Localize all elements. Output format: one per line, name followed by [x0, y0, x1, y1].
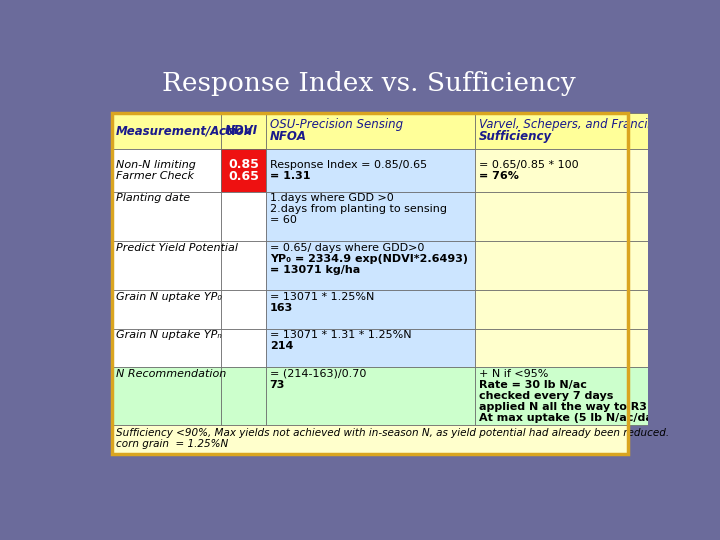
- Bar: [266, 329, 475, 368]
- Text: N Recommendation: N Recommendation: [116, 369, 227, 379]
- Text: NDVI: NDVI: [225, 124, 258, 137]
- Bar: [266, 192, 475, 241]
- Bar: [266, 368, 475, 426]
- Text: 214: 214: [270, 341, 293, 352]
- Bar: [475, 241, 670, 291]
- Text: = 13071 kg/ha: = 13071 kg/ha: [270, 265, 360, 275]
- Text: = (214-163)/0.70: = (214-163)/0.70: [270, 369, 366, 379]
- Text: Predict Yield Potential: Predict Yield Potential: [116, 242, 238, 253]
- Bar: [112, 149, 221, 192]
- Text: 1.days where GDD >0: 1.days where GDD >0: [270, 193, 393, 203]
- Bar: [112, 113, 221, 149]
- Bar: [112, 368, 221, 426]
- Text: = 0.65/0.85 * 100: = 0.65/0.85 * 100: [479, 160, 579, 170]
- Bar: [475, 113, 670, 149]
- Bar: [475, 329, 670, 368]
- Text: 2.days from planting to sensing: 2.days from planting to sensing: [270, 204, 446, 214]
- Bar: [475, 291, 670, 329]
- Bar: [112, 426, 629, 454]
- Text: = 13071 * 1.31 * 1.25%N: = 13071 * 1.31 * 1.25%N: [270, 330, 411, 340]
- Text: NFOA: NFOA: [270, 130, 307, 143]
- Bar: [266, 149, 475, 192]
- Text: 0.65: 0.65: [228, 170, 259, 183]
- Text: Farmer Check: Farmer Check: [116, 171, 194, 181]
- Text: Measurement/Action: Measurement/Action: [116, 124, 253, 137]
- Text: Sufficiency: Sufficiency: [479, 130, 552, 143]
- Bar: [266, 291, 475, 329]
- Bar: [221, 329, 266, 368]
- Bar: [475, 368, 670, 426]
- Bar: [112, 291, 221, 329]
- Text: Response Index vs. Sufficiency: Response Index vs. Sufficiency: [162, 71, 576, 96]
- Text: Response Index = 0.85/0.65: Response Index = 0.85/0.65: [270, 160, 427, 170]
- Text: YP₀ = 2334.9 exp(NDVI*2.6493): YP₀ = 2334.9 exp(NDVI*2.6493): [270, 254, 468, 264]
- Text: Grain N uptake YP₀: Grain N uptake YP₀: [116, 292, 222, 302]
- Bar: [475, 192, 670, 241]
- Bar: [221, 291, 266, 329]
- Bar: [221, 192, 266, 241]
- Bar: [112, 192, 221, 241]
- Text: Planting date: Planting date: [116, 193, 190, 203]
- Text: Sufficiency <90%, Max yields not achieved with in-season N, as yield potential h: Sufficiency <90%, Max yields not achieve…: [116, 428, 670, 449]
- Bar: [112, 113, 629, 454]
- Text: checked every 7 days: checked every 7 days: [479, 391, 613, 401]
- Text: 0.85: 0.85: [228, 158, 259, 171]
- Text: applied N all the way to R3: applied N all the way to R3: [479, 402, 647, 412]
- Bar: [266, 241, 475, 291]
- Text: 163: 163: [270, 303, 293, 313]
- Text: 73: 73: [270, 380, 285, 390]
- Bar: [112, 241, 221, 291]
- Bar: [221, 113, 266, 149]
- Text: = 13071 * 1.25%N: = 13071 * 1.25%N: [270, 292, 374, 302]
- Text: At max uptake (5 lb N/ac/day): At max uptake (5 lb N/ac/day): [479, 413, 665, 423]
- Bar: [112, 329, 221, 368]
- Bar: [475, 149, 670, 192]
- Text: Non-N limiting: Non-N limiting: [116, 160, 196, 170]
- Text: = 60: = 60: [270, 215, 297, 226]
- Text: OSU-Precision Sensing: OSU-Precision Sensing: [270, 118, 402, 131]
- Text: + N if <95%: + N if <95%: [479, 369, 549, 379]
- Bar: [266, 113, 475, 149]
- Text: Rate = 30 lb N/ac: Rate = 30 lb N/ac: [479, 380, 587, 390]
- Text: = 1.31: = 1.31: [270, 171, 310, 181]
- Text: = 76%: = 76%: [479, 171, 519, 181]
- Text: Grain N uptake YPₙ: Grain N uptake YPₙ: [116, 330, 222, 340]
- Text: Varvel, Schepers, and Francis (1997): Varvel, Schepers, and Francis (1997): [479, 118, 696, 131]
- Bar: [221, 241, 266, 291]
- Bar: [221, 368, 266, 426]
- Text: = 0.65/ days where GDD>0: = 0.65/ days where GDD>0: [270, 242, 424, 253]
- Bar: [221, 149, 266, 192]
